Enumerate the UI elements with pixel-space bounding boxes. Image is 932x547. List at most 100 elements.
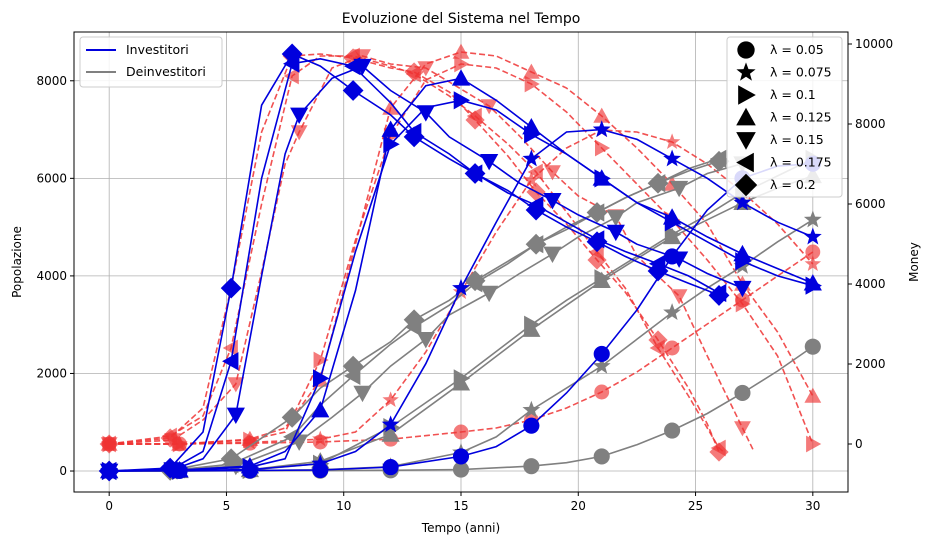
x-tick-label-5: 25 — [688, 499, 703, 513]
money-marker-lambda-0_15-3 — [290, 125, 308, 141]
deinvestitori-line-lambda-0_125 — [109, 175, 814, 472]
legend-lambda-marker-6 — [734, 173, 758, 197]
legend-lambda-marker-3 — [736, 107, 756, 126]
y2-tick-label-1: 2000 — [855, 357, 886, 371]
y-tick-label-4: 8000 — [36, 74, 67, 88]
y-tick-label-2: 4000 — [36, 269, 67, 283]
investitori-marker-lambda-0_2-5 — [403, 126, 425, 148]
legend-lambda-label-2: λ = 0.1 — [770, 87, 816, 102]
investitori-marker-lambda-0_15-3 — [290, 107, 309, 125]
deinvestitori-marker-lambda-0_2-2 — [220, 448, 242, 470]
legend-lambda-label-4: λ = 0.15 — [770, 132, 824, 147]
y2-tick-label-3: 6000 — [855, 197, 886, 211]
investitori-marker-lambda-0_175-2 — [222, 352, 239, 371]
money-marker-lambda-0_1-7 — [595, 139, 611, 157]
investitori-marker-lambda-0_2-7 — [525, 199, 547, 221]
money-marker-lambda-0_2-10 — [709, 442, 729, 462]
deinvestitori-marker-lambda-0_2-9 — [647, 172, 669, 194]
money-marker-lambda-0_1-10 — [806, 435, 822, 453]
legend-lambda-box — [726, 36, 843, 198]
money-marker-lambda-0_15-5 — [417, 61, 435, 77]
deinvestitori-marker-lambda-0_075-8 — [663, 303, 681, 321]
money-line-lambda-0_125 — [109, 51, 814, 445]
money-marker-lambda-0_125-7 — [593, 107, 611, 123]
investitori-marker-lambda-0_2-9 — [647, 260, 669, 282]
money-marker-lambda-0_125-4 — [382, 99, 400, 115]
money-marker-lambda-0_2-1 — [160, 428, 180, 448]
investitori-marker-lambda-0_175-4 — [344, 57, 361, 76]
money-marker-lambda-0_05-8 — [664, 340, 680, 356]
investitori-line-lambda-0_15 — [109, 65, 743, 472]
money-marker-lambda-0_1-3 — [313, 351, 329, 369]
deinvestitori-marker-lambda-0_125-5 — [451, 374, 471, 391]
investitori-line-lambda-0_075 — [109, 128, 814, 472]
investitori-line-lambda-0_175 — [109, 57, 720, 472]
deinvestitori-marker-lambda-0_075-10 — [803, 210, 822, 228]
deinvestitori-marker-lambda-0_05-6 — [523, 458, 540, 475]
y-axis-label: Popolazione — [10, 226, 24, 298]
investitori-line-lambda-0_1 — [109, 99, 814, 472]
y2-tick-label-0: 0 — [855, 437, 863, 451]
deinvestitori-marker-lambda-0_2-5 — [403, 309, 425, 331]
investitori-marker-lambda-0_15-2 — [226, 407, 245, 425]
deinvestitori-marker-lambda-0_2-8 — [586, 202, 608, 223]
money-marker-lambda-0_15-10 — [734, 421, 751, 437]
money-line-lambda-0_1 — [109, 63, 814, 445]
money-marker-lambda-0_1-6 — [524, 75, 540, 93]
y-tick-label-3: 6000 — [36, 171, 67, 185]
deinvestitori-marker-lambda-0_05-9 — [734, 384, 751, 402]
investitori-marker-lambda-0_2-6 — [464, 163, 486, 184]
investitori-marker-lambda-0_05-3 — [312, 461, 329, 479]
legend-lambda-label-5: λ = 0.175 — [770, 155, 832, 170]
investitori-line-lambda-0_2 — [109, 52, 720, 472]
legend-lambda-marker-2 — [738, 85, 756, 105]
deinvestitori-marker-lambda-0_125-7 — [592, 271, 611, 289]
y-tick-label-1: 2000 — [36, 366, 67, 380]
x-tick-label-2: 10 — [336, 499, 351, 513]
x-axis-label: Tempo (anni) — [421, 521, 500, 535]
investitori-marker-lambda-0_15-6 — [480, 153, 499, 171]
legend-population: Investitori Deinvestitori — [79, 36, 223, 88]
deinvestitori-marker-lambda-0_2-4 — [342, 355, 364, 377]
x-tick-label-4: 20 — [571, 499, 586, 513]
deinvestitori-marker-lambda-0_05-7 — [593, 448, 610, 465]
deinvestitori-marker-lambda-0_15-4 — [353, 385, 372, 403]
legend-lambda: λ = 0.05 λ = 0.075 λ = 0.1 λ = 0.125 λ =… — [726, 36, 843, 198]
money-marker-lambda-0_175-3 — [283, 67, 299, 85]
money-marker-lambda-0_075-6 — [523, 171, 540, 187]
investitori-marker-lambda-0_15-7 — [543, 193, 562, 210]
deinvestitori-marker-lambda-0_075-7 — [592, 356, 611, 374]
investitori-layer — [98, 43, 822, 482]
investitori-marker-lambda-0_05-4 — [382, 459, 399, 476]
investitori-marker-lambda-0_125-3 — [311, 400, 330, 418]
money-marker-lambda-0_125-5 — [452, 43, 470, 59]
money-marker-lambda-0_05-5 — [453, 424, 469, 440]
investitori-marker-lambda-0_1-5 — [453, 91, 471, 110]
investitori-marker-lambda-0_2-10 — [708, 285, 730, 306]
investitori-marker-lambda-0_2-3 — [281, 43, 303, 65]
money-marker-lambda-0_2-8 — [587, 250, 607, 270]
money-layer — [99, 43, 822, 462]
investitori-marker-lambda-0_2-0 — [98, 460, 120, 482]
investitori-marker-lambda-0_15-8 — [606, 224, 625, 242]
legend-lambda-marker-5 — [736, 152, 754, 173]
investitori-marker-lambda-0_2-1 — [159, 457, 181, 479]
y2-axis-label: Money — [907, 242, 921, 282]
deinvestitori-marker-lambda-0_05-10 — [804, 338, 821, 355]
money-marker-lambda-0_15-6 — [480, 99, 498, 115]
legend-lambda-marker-1 — [736, 62, 756, 81]
investitori-marker-lambda-0_1-4 — [383, 135, 400, 154]
legend-lambda-label-1: λ = 0.075 — [770, 65, 832, 80]
investitori-marker-lambda-0_125-9 — [733, 244, 752, 262]
deinvestitori-marker-lambda-0_2-7 — [525, 233, 547, 255]
deinvestitori-marker-lambda-0_125-4 — [381, 425, 400, 442]
investitori-marker-lambda-0_125-2 — [240, 457, 260, 474]
x-tick-label-1: 5 — [223, 499, 231, 513]
investitori-marker-lambda-0_125-5 — [451, 69, 471, 86]
x-tick-label-3: 15 — [453, 499, 468, 513]
money-marker-lambda-0_15-2 — [227, 377, 245, 393]
deinvestitori-marker-lambda-0_15-8 — [606, 210, 625, 227]
money-marker-lambda-0_075-3 — [312, 430, 329, 447]
y2-tick-label-2: 4000 — [855, 277, 886, 291]
investitori-marker-lambda-0_2-2 — [220, 277, 242, 299]
